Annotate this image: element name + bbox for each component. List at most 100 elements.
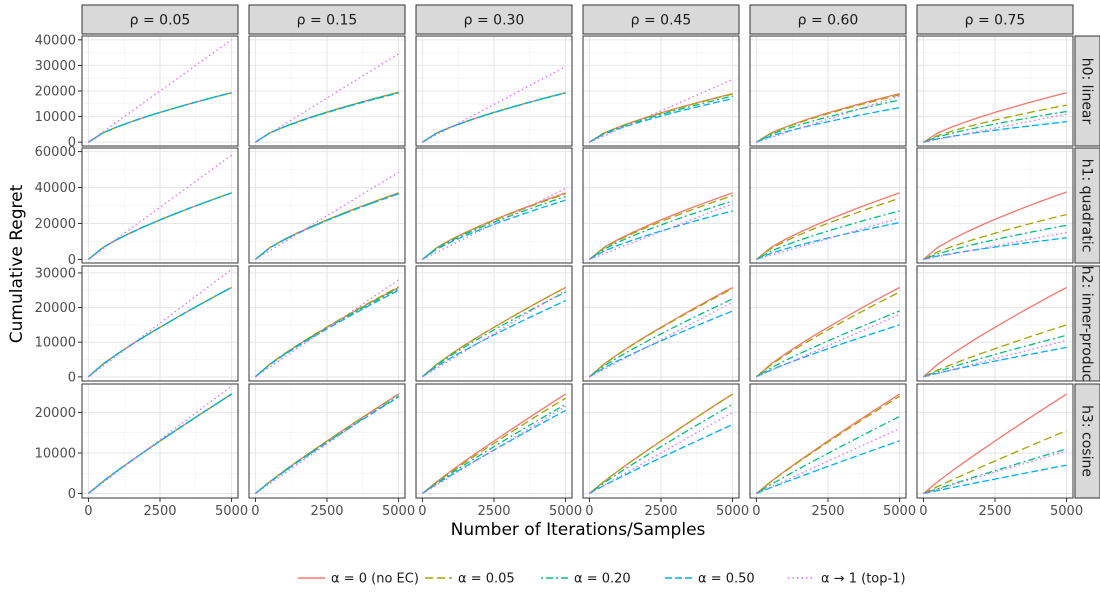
row-strip [1074, 35, 1100, 147]
series-line-a020 [756, 99, 900, 143]
facet-panel [916, 147, 1074, 264]
panel-border [81, 383, 239, 499]
facet-grid: ρ = 0.05 ρ = 0.15 ρ = 0.30 ρ = 0.45 ρ = 0.60… [35, 4, 1100, 519]
facet-panel [248, 147, 406, 264]
row-strip-label: h2: inner-produc [1079, 266, 1095, 381]
series-line-a1 [923, 231, 1067, 261]
series-line-a050 [87, 286, 232, 378]
panel-border [582, 35, 740, 147]
y-tick-label: 40000 [35, 181, 76, 196]
series-line-a005 [755, 291, 900, 378]
series-line-a005 [756, 94, 900, 143]
facet-panel [916, 383, 1074, 499]
legend-label: α = 0.05 [458, 572, 515, 587]
series-line-a0 [755, 192, 900, 260]
facet-panel [749, 265, 907, 382]
series-line-a020 [756, 310, 900, 378]
series-line-a020 [589, 403, 733, 495]
panel-border [81, 265, 239, 382]
panel-border [415, 383, 573, 499]
series-line-a020 [923, 334, 1067, 378]
series-line-a020 [589, 95, 733, 143]
series-line-a020 [923, 448, 1067, 495]
column-strip [415, 4, 573, 35]
series-line-a1 [422, 405, 566, 495]
x-tick-label: 5000 [382, 504, 415, 519]
panel-border [582, 265, 740, 382]
series-line-a005 [923, 430, 1067, 495]
y-tick-label: 0 [68, 487, 76, 502]
panel-border [916, 265, 1074, 382]
series-line-a020 [422, 403, 566, 495]
series-line-a050 [254, 193, 399, 260]
y-tick-label: 30000 [35, 59, 76, 74]
series-line-a1 [255, 171, 399, 260]
series-line-a005 [254, 192, 399, 260]
x-tick-label: 0 [418, 504, 426, 519]
series-line-a005 [588, 287, 733, 378]
series-line-a050 [756, 106, 900, 143]
series-line-a0 [755, 286, 900, 378]
x-tick-label: 2500 [310, 504, 343, 519]
series-line-a0 [588, 192, 733, 260]
series-line-a1 [589, 411, 733, 495]
series-line-a1 [255, 279, 399, 378]
series-line-a0 [421, 393, 566, 495]
series-line-a050 [87, 393, 232, 495]
series-line-a050 [422, 409, 566, 495]
panel-border [415, 35, 573, 147]
facet-panel [81, 383, 239, 499]
y-tick-label: 0 [68, 253, 76, 268]
series-line-a020 [255, 91, 399, 143]
series-line-a1 [422, 66, 566, 143]
panel-border [749, 147, 907, 264]
series-line-a005 [588, 194, 733, 260]
series-line-a050 [923, 237, 1067, 261]
column-strip-label: ρ = 0.15 [297, 13, 358, 29]
panel-border [81, 35, 239, 147]
x-tick-label: 5000 [215, 504, 248, 519]
column-strip [749, 4, 907, 35]
series-line-a050 [589, 424, 733, 495]
legend-label: α → 1 (top-1) [821, 572, 906, 587]
x-axis-title: Number of Iterations/Samples [451, 520, 706, 540]
legend-label: α = 0 (no EC) [331, 572, 419, 587]
series-line-a1 [589, 203, 733, 261]
series-line-a005 [923, 324, 1067, 378]
panel-border [248, 147, 406, 264]
y-tick-label: 0 [68, 370, 76, 385]
row-strip-label: h3: cosine [1079, 405, 1095, 477]
y-tick-label: 20000 [35, 217, 76, 232]
series-line-a0 [922, 286, 1067, 378]
x-tick-label: 2500 [477, 504, 510, 519]
series-line-a005 [421, 397, 566, 495]
facet-panel [81, 35, 239, 147]
facet-panel [248, 265, 406, 382]
panel-border [916, 35, 1074, 147]
facet-panel [415, 35, 573, 147]
x-tick-label: 0 [251, 504, 259, 519]
panel-border [749, 35, 907, 147]
panel-border [582, 147, 740, 264]
y-axis-title: Cumulative Regret [7, 184, 27, 343]
series-line-a050 [923, 121, 1067, 143]
panel-border [248, 265, 406, 382]
series-line-a020 [421, 291, 566, 378]
facet-panel [582, 147, 740, 264]
x-tick-label: 0 [919, 504, 927, 519]
series-line-a050 [422, 199, 566, 260]
series-line-a020 [923, 110, 1067, 143]
series-line-a1 [756, 428, 900, 495]
series-line-a050 [87, 192, 232, 260]
legend: α = 0 (no EC) α = 0.05 α = 0.20 α = 0.50 α →… [298, 572, 906, 587]
legend-item: α = 0.20 [541, 572, 631, 587]
series-line-a050 [254, 396, 399, 495]
x-tick-label: 0 [752, 504, 760, 519]
y-tick-label: 40000 [35, 33, 76, 48]
series-line-a020 [422, 195, 566, 260]
facet-panel [749, 147, 907, 264]
facet-panel [81, 265, 239, 382]
facet-panel [749, 383, 907, 499]
facet-panel [415, 265, 573, 382]
x-tick-label: 0 [585, 504, 593, 519]
